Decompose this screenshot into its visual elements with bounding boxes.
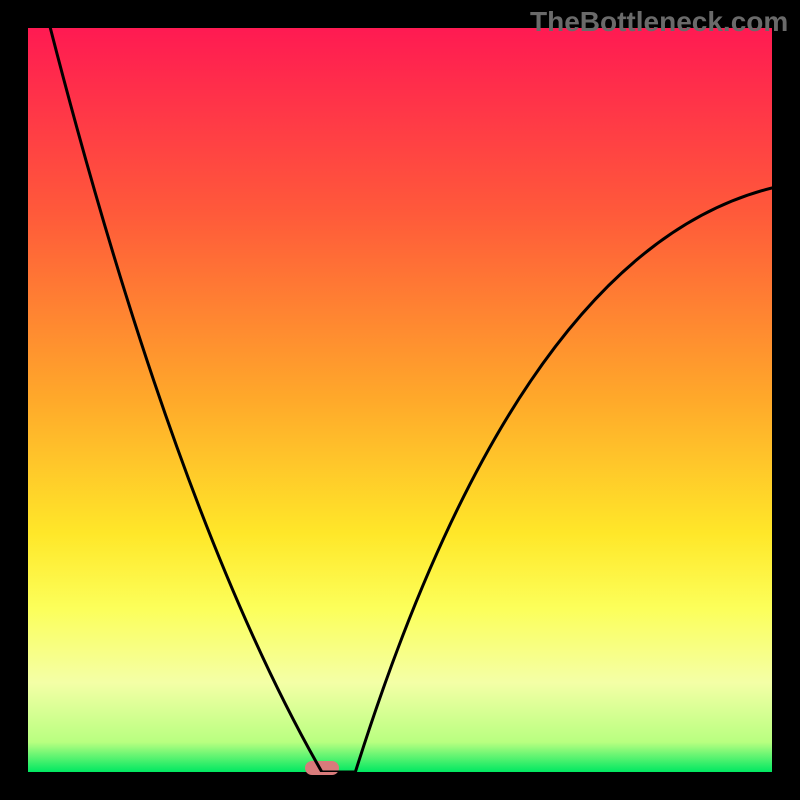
chart-frame: TheBottleneck.com — [0, 0, 800, 800]
minimum-marker — [305, 761, 339, 775]
plot-area — [28, 28, 772, 772]
watermark-text: TheBottleneck.com — [530, 6, 788, 38]
bottleneck-curve — [28, 28, 772, 772]
